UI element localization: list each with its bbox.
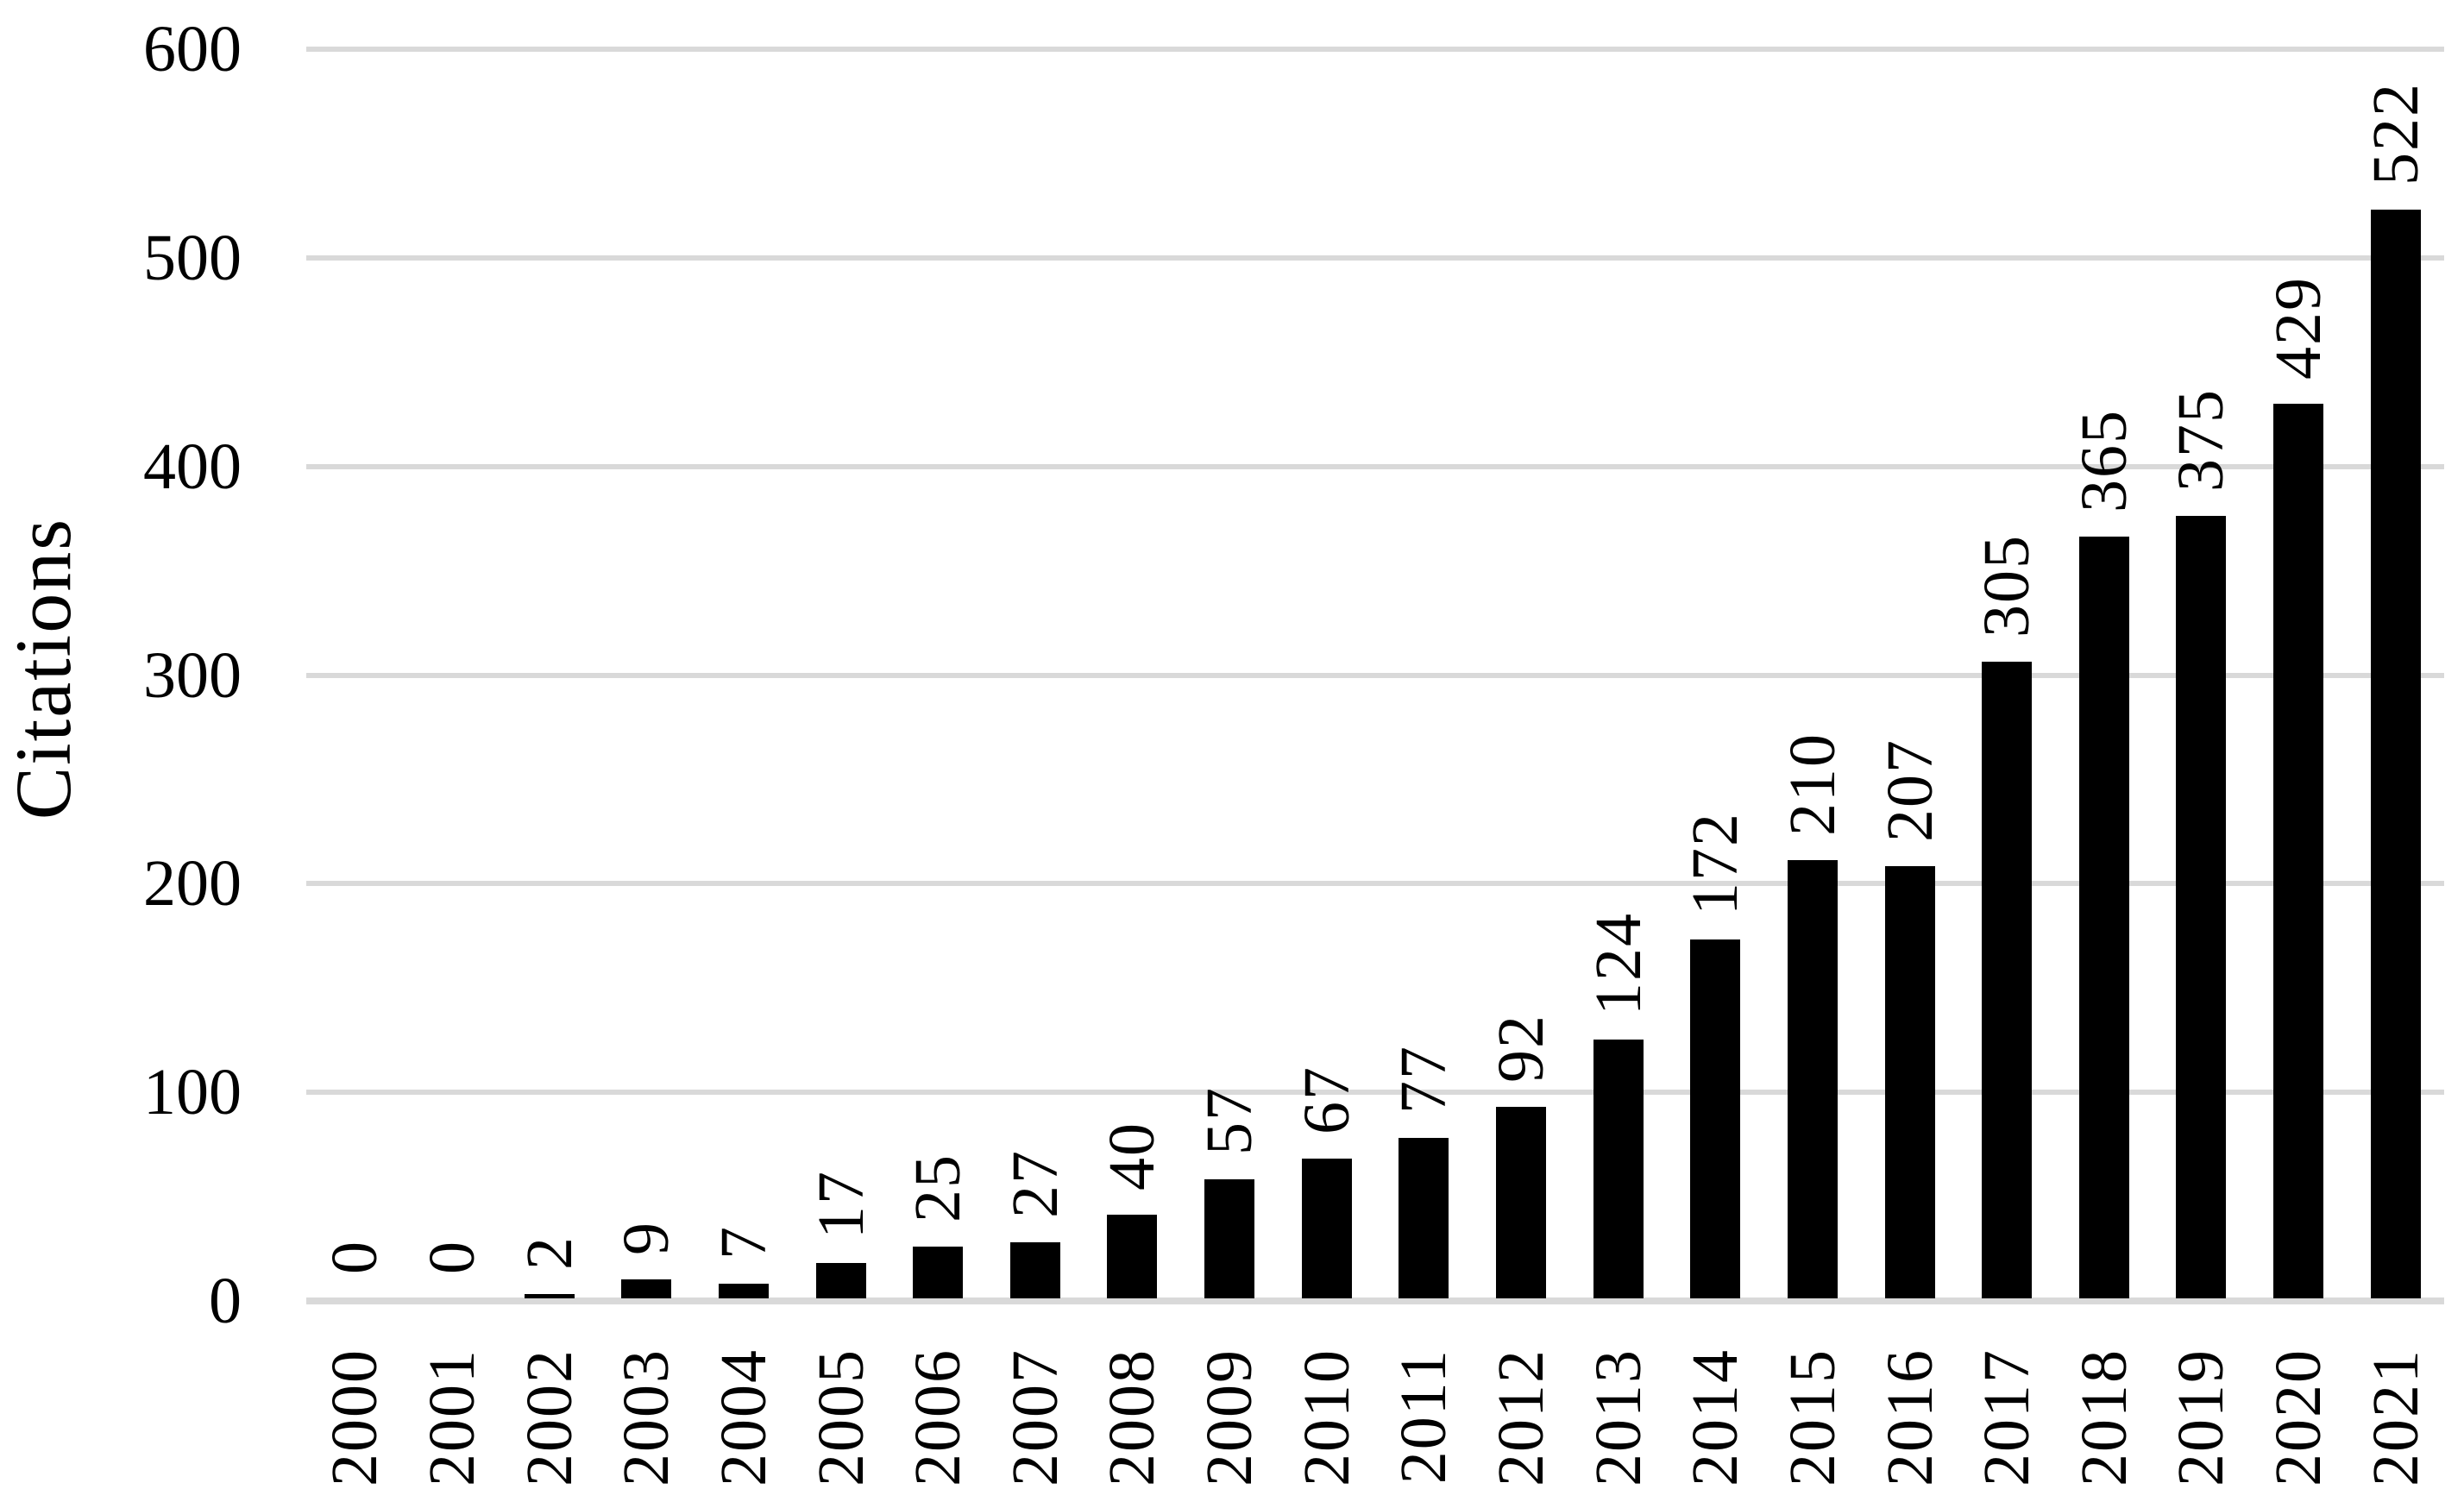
bar-2016 bbox=[1884, 866, 1935, 1298]
x-tick-label-2021: 2021 bbox=[2359, 1348, 2432, 1486]
value-label-2004: 7 bbox=[707, 1225, 780, 1260]
x-tick-label-2001: 2001 bbox=[415, 1348, 488, 1486]
value-label-2010: 67 bbox=[1290, 1065, 1363, 1134]
bar-2011 bbox=[1399, 1138, 1449, 1298]
bar-2002 bbox=[524, 1294, 575, 1298]
gridline-400 bbox=[306, 463, 2444, 469]
y-tick-label: 400 bbox=[143, 430, 242, 503]
gridline-0 bbox=[306, 1298, 2444, 1304]
bar-2017 bbox=[1982, 662, 2033, 1298]
x-tick-label-2009: 2009 bbox=[1193, 1348, 1267, 1486]
bar-2003 bbox=[621, 1279, 672, 1298]
bar-2007 bbox=[1009, 1242, 1060, 1298]
x-tick-label-2004: 2004 bbox=[707, 1348, 780, 1486]
bar-2009 bbox=[1204, 1179, 1255, 1298]
bar-2008 bbox=[1107, 1215, 1158, 1298]
bar-2013 bbox=[1593, 1040, 1644, 1298]
x-tick-label-2000: 2000 bbox=[318, 1348, 392, 1486]
value-label-2003: 9 bbox=[610, 1221, 683, 1255]
value-label-2012: 92 bbox=[1484, 1014, 1557, 1083]
x-tick-label-2010: 2010 bbox=[1290, 1348, 1363, 1486]
y-tick-label: 300 bbox=[143, 638, 242, 712]
y-tick-label: 200 bbox=[143, 847, 242, 921]
value-label-2006: 25 bbox=[902, 1153, 975, 1222]
value-label-2013: 124 bbox=[1581, 912, 1655, 1015]
value-label-2008: 40 bbox=[1096, 1122, 1169, 1191]
x-tick-label-2017: 2017 bbox=[1971, 1348, 2044, 1486]
x-tick-label-2008: 2008 bbox=[1096, 1348, 1169, 1486]
x-tick-label-2002: 2002 bbox=[512, 1348, 586, 1486]
x-tick-label-2018: 2018 bbox=[2067, 1348, 2140, 1486]
x-tick-label-2005: 2005 bbox=[804, 1348, 877, 1486]
y-tick-label: 600 bbox=[143, 13, 242, 85]
bar-2021 bbox=[2370, 210, 2421, 1298]
gridline-300 bbox=[306, 672, 2444, 678]
bar-2012 bbox=[1495, 1107, 1546, 1298]
x-tick-label-2011: 2011 bbox=[1387, 1348, 1461, 1485]
y-tick-label: 0 bbox=[209, 1265, 242, 1337]
bar-2015 bbox=[1787, 860, 1838, 1298]
value-label-2011: 77 bbox=[1387, 1045, 1461, 1114]
bar-2006 bbox=[913, 1247, 964, 1298]
bar-2004 bbox=[718, 1284, 769, 1298]
bar-2018 bbox=[2078, 537, 2129, 1298]
gridline-600 bbox=[306, 47, 2444, 52]
x-tick-label-2003: 2003 bbox=[610, 1348, 683, 1486]
value-label-2014: 172 bbox=[1679, 812, 1752, 915]
value-label-2005: 17 bbox=[804, 1170, 877, 1239]
value-label-2021: 522 bbox=[2359, 82, 2432, 185]
gridline-100 bbox=[306, 1090, 2444, 1096]
bar-2005 bbox=[815, 1263, 866, 1298]
x-tick-label-2015: 2015 bbox=[1776, 1348, 1849, 1486]
value-label-2018: 365 bbox=[2067, 409, 2140, 512]
value-label-2007: 27 bbox=[998, 1149, 1072, 1218]
y-tick-label: 500 bbox=[143, 221, 242, 294]
value-label-2020: 429 bbox=[2262, 276, 2335, 380]
bar-2014 bbox=[1690, 939, 1741, 1298]
value-label-2019: 375 bbox=[2165, 388, 2238, 492]
y-tick-label: 100 bbox=[143, 1056, 242, 1129]
value-label-2016: 207 bbox=[1873, 738, 1946, 842]
value-label-2000: 0 bbox=[318, 1240, 392, 1274]
x-tick-label-2020: 2020 bbox=[2262, 1348, 2335, 1486]
value-label-2009: 57 bbox=[1193, 1086, 1267, 1155]
x-tick-label-2016: 2016 bbox=[1873, 1348, 1946, 1486]
x-tick-label-2012: 2012 bbox=[1484, 1348, 1557, 1486]
value-label-2017: 305 bbox=[1971, 534, 2044, 638]
x-tick-label-2014: 2014 bbox=[1679, 1348, 1752, 1486]
value-label-2001: 0 bbox=[415, 1240, 488, 1274]
bar-2019 bbox=[2176, 516, 2227, 1298]
value-label-2002: 2 bbox=[512, 1235, 586, 1270]
bar-2010 bbox=[1301, 1159, 1352, 1298]
value-label-2015: 210 bbox=[1776, 732, 1849, 836]
x-tick-label-2007: 2007 bbox=[998, 1348, 1072, 1486]
x-tick-label-2006: 2006 bbox=[902, 1348, 975, 1486]
x-tick-label-2019: 2019 bbox=[2165, 1348, 2238, 1486]
x-tick-label-2013: 2013 bbox=[1581, 1348, 1655, 1486]
gridline-500 bbox=[306, 254, 2444, 261]
bar-2020 bbox=[2273, 404, 2324, 1298]
gridline-200 bbox=[306, 881, 2444, 887]
